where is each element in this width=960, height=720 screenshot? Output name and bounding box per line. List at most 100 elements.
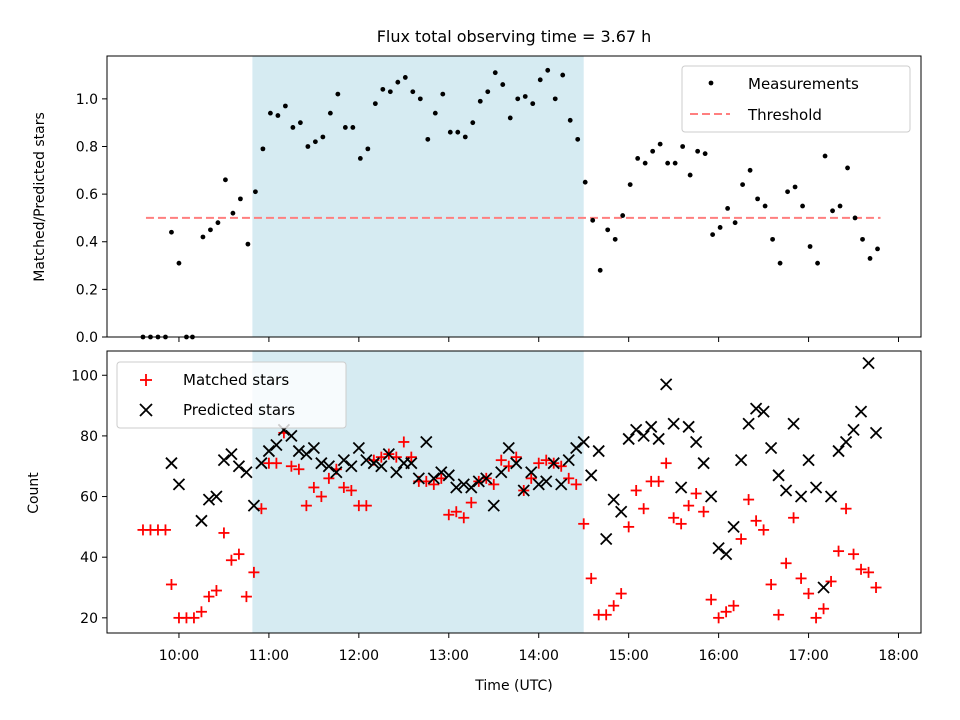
predicted-marker-b bbox=[585, 469, 598, 482]
predicted-marker-b bbox=[532, 478, 545, 491]
legend-measurements-marker bbox=[708, 80, 714, 86]
matched-star-point bbox=[765, 578, 777, 590]
x-axis-label: Time (UTC) bbox=[474, 678, 552, 694]
matched-star-point bbox=[450, 506, 462, 518]
matched-star-point bbox=[240, 591, 252, 603]
count-legend-box bbox=[116, 361, 347, 429]
predicted-star-point bbox=[240, 466, 253, 479]
matched-star-point bbox=[713, 612, 725, 624]
predicted-marker-b bbox=[450, 481, 463, 494]
predicted-star-point bbox=[405, 457, 418, 470]
predicted-star-point bbox=[772, 469, 785, 482]
predicted-star-point bbox=[562, 454, 575, 467]
predicted-marker-b bbox=[645, 420, 658, 433]
predicted-marker-b bbox=[300, 447, 313, 461]
predicted-marker-b bbox=[817, 581, 830, 594]
measurement-point bbox=[665, 160, 671, 166]
predicted-marker-b bbox=[570, 441, 583, 455]
measurement-point bbox=[575, 136, 581, 142]
predicted-star-point bbox=[690, 435, 703, 449]
x-tick-label: 16:00 bbox=[698, 648, 738, 664]
matched-star-point bbox=[285, 460, 297, 472]
matched-star-point bbox=[608, 600, 620, 612]
measurement-point bbox=[335, 91, 341, 97]
predicted-marker-b bbox=[427, 472, 440, 485]
predicted-marker-b bbox=[652, 432, 665, 446]
measurement-point bbox=[770, 236, 775, 242]
predicted-marker-b bbox=[802, 454, 815, 467]
matched-star-point bbox=[735, 533, 747, 545]
predicted-star-point bbox=[660, 378, 673, 391]
predicted-marker-b bbox=[600, 532, 613, 546]
matched-star-point bbox=[840, 503, 852, 515]
predicted-star-point bbox=[225, 447, 238, 461]
measurement-point bbox=[515, 96, 521, 102]
predicted-star-point bbox=[817, 581, 830, 594]
measurement-point bbox=[176, 260, 182, 266]
measurement-point bbox=[320, 134, 326, 140]
predicted-star-point bbox=[270, 438, 283, 452]
predicted-star-point bbox=[195, 514, 208, 527]
predicted-star-point bbox=[532, 478, 545, 491]
predicted-marker-b bbox=[202, 493, 216, 506]
predicted-marker-b bbox=[839, 435, 853, 449]
measurement-point bbox=[747, 167, 753, 173]
measurement-point bbox=[792, 184, 798, 190]
predicted-star-point bbox=[832, 444, 845, 458]
measurement-point bbox=[327, 110, 333, 116]
predicted-star-point bbox=[577, 435, 590, 449]
predicted-star-point bbox=[802, 454, 815, 467]
predicted-marker-b bbox=[712, 541, 725, 555]
matched-star-point bbox=[825, 575, 837, 587]
predicted-marker-b bbox=[480, 472, 493, 485]
measurement-point bbox=[305, 144, 311, 149]
matched-star-point bbox=[638, 503, 650, 515]
measurement-point bbox=[530, 101, 536, 107]
measurement-point bbox=[582, 179, 588, 185]
measurement-point bbox=[253, 189, 258, 195]
matched-star-point bbox=[863, 566, 875, 578]
count-panel-frame bbox=[106, 350, 922, 634]
matched-star-point bbox=[533, 457, 545, 469]
measurement-point bbox=[590, 217, 596, 223]
measurement-point bbox=[642, 160, 648, 166]
predicted-marker-b bbox=[637, 429, 650, 443]
measurement-point bbox=[755, 196, 761, 202]
measurement-point bbox=[702, 151, 708, 157]
measurement-point bbox=[357, 155, 363, 161]
measurement-point bbox=[680, 144, 686, 149]
predicted-marker-b bbox=[704, 490, 718, 503]
predicted-marker-b bbox=[517, 484, 530, 497]
matched-star-point bbox=[585, 572, 597, 584]
matched-star-point bbox=[623, 521, 635, 533]
predicted-star-point bbox=[787, 417, 800, 430]
predicted-star-point bbox=[255, 457, 268, 470]
ratio-y-tick-label: 0.4 bbox=[76, 235, 98, 251]
predicted-star-point bbox=[637, 429, 650, 443]
measurement-point bbox=[485, 89, 491, 95]
predicted-marker-b bbox=[854, 405, 868, 418]
matched-star-point bbox=[705, 594, 717, 606]
measurement-point bbox=[223, 177, 228, 183]
measurement-point bbox=[350, 125, 356, 130]
measurement-point bbox=[275, 113, 281, 118]
predicted-star-point bbox=[779, 484, 793, 497]
measurement-point bbox=[410, 89, 416, 95]
measurement-point bbox=[200, 234, 206, 240]
measurement-point bbox=[365, 146, 371, 152]
predicted-star-point bbox=[172, 478, 186, 491]
measurement-point bbox=[492, 70, 498, 76]
measurement-point bbox=[560, 72, 566, 78]
matched-star-point bbox=[338, 481, 350, 493]
legend-measurements-label: Measurements bbox=[748, 75, 859, 93]
matched-star-point bbox=[750, 515, 762, 527]
matched-star-point bbox=[870, 582, 882, 594]
measurement-point bbox=[567, 117, 573, 123]
measurement-point bbox=[230, 210, 236, 216]
matched-star-point bbox=[855, 563, 867, 575]
predicted-marker-b bbox=[510, 457, 523, 470]
predicted-star-point bbox=[540, 475, 553, 488]
matched-star-point bbox=[653, 475, 665, 487]
measurement-point bbox=[860, 236, 865, 242]
count-y-tick-label: 80 bbox=[80, 429, 98, 445]
